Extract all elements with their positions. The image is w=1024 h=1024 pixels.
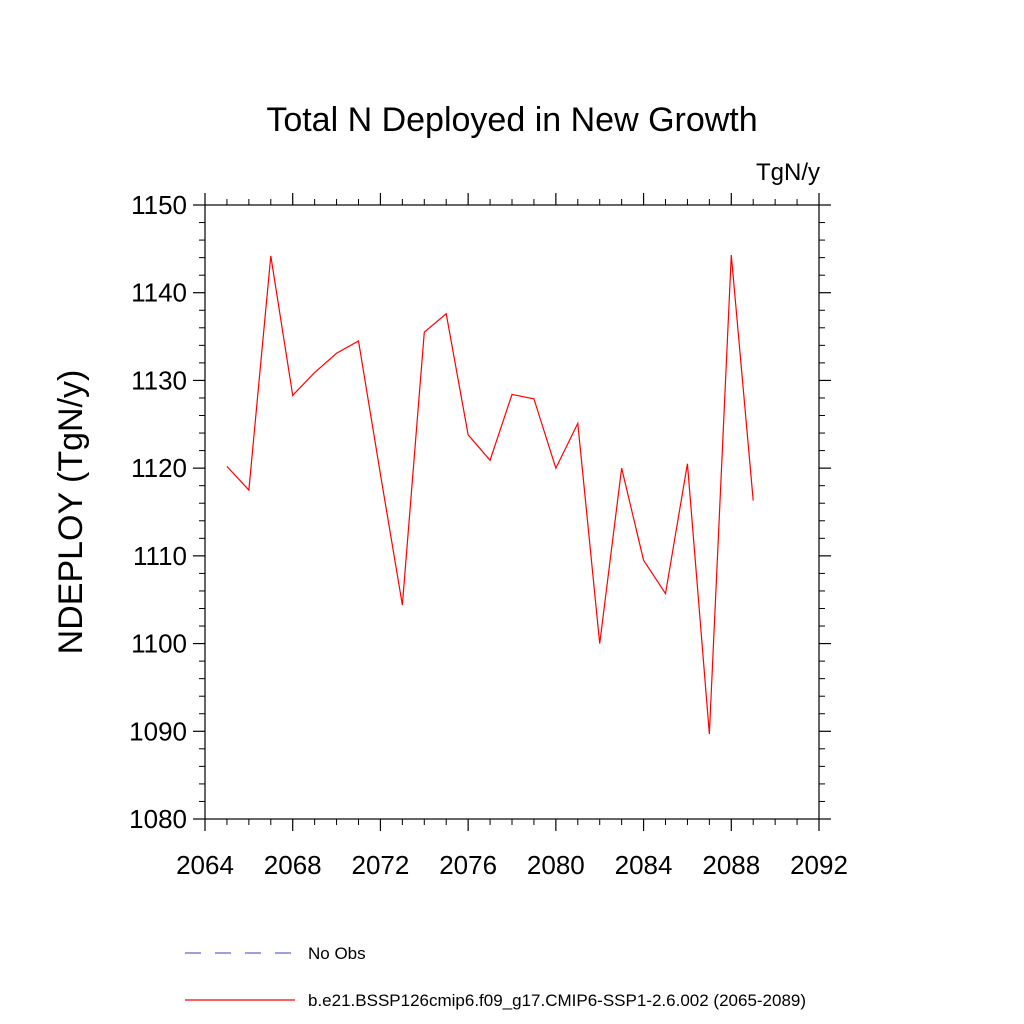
- y-tick-label: 1100: [131, 629, 187, 659]
- x-tick-label: 2080: [527, 850, 585, 880]
- series-line-0: [226, 254, 754, 734]
- axis-ticks: 2064 2068 2072 2076 2080 2084 2088 2092 1080 1090…: [129, 190, 848, 880]
- y-tick-label: 1090: [129, 716, 187, 746]
- y-tick-label: 1140: [131, 278, 187, 308]
- x-tick-label: 2072: [352, 850, 410, 880]
- y-tick-label: 1110: [133, 541, 187, 571]
- legend-label: No Obs: [308, 944, 366, 963]
- legend: No Obs b.e21.BSSP126cmip6.f09_g17.CMIP6-S…: [185, 944, 806, 1010]
- x-tick-label: 2076: [439, 850, 497, 880]
- x-tick-label: 2068: [264, 850, 322, 880]
- y-axis-label: NDEPLOY (TgN/y): [52, 370, 90, 655]
- y-tick-label: 1150: [131, 190, 187, 220]
- y-tick-label: 1120: [131, 453, 187, 483]
- legend-label: b.e21.BSSP126cmip6.f09_g17.CMIP6-SSP1-2.…: [308, 991, 806, 1010]
- x-tick-label: 2064: [176, 850, 234, 880]
- units-label: TgN/y: [756, 159, 820, 186]
- x-tick-label: 2092: [790, 850, 848, 880]
- series-layer: [226, 254, 754, 734]
- y-tick-label: 1080: [129, 804, 187, 834]
- chart-title: Total N Deployed in New Growth: [266, 101, 757, 139]
- plot-frame: [204, 204, 820, 820]
- y-tick-label: 1130: [131, 365, 187, 395]
- x-tick-label: 2084: [615, 850, 673, 880]
- x-tick-label: 2088: [702, 850, 760, 880]
